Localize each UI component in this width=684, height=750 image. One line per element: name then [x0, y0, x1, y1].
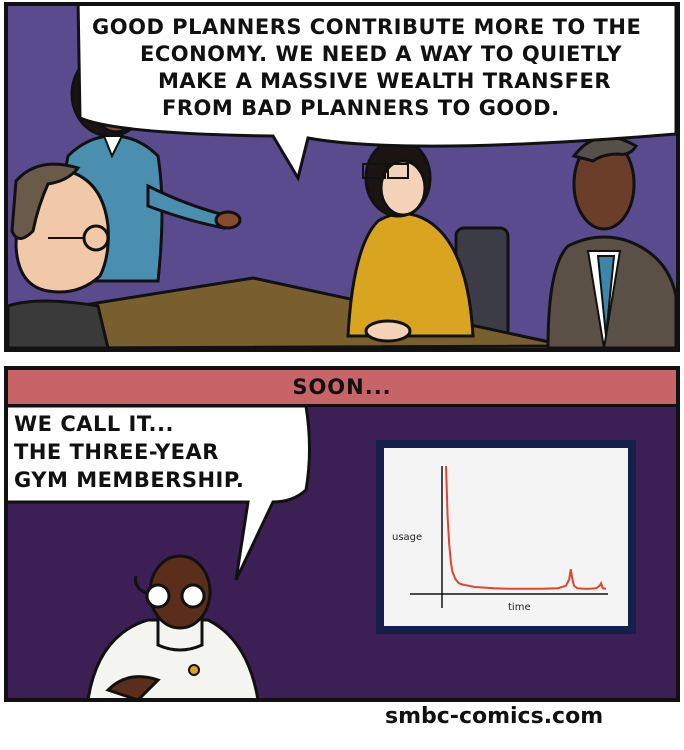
usage-chart-frame — [376, 440, 636, 634]
woman-in-yellow-sweater — [346, 138, 475, 343]
man-in-dark-suit — [546, 135, 676, 348]
speech-line: GOOD PLANNERS CONTRIBUTE MORE TO THE — [92, 15, 642, 39]
y-axis-label: usage — [392, 532, 422, 543]
speech-line: MAKE A MASSIVE WEALTH TRANSFER — [158, 69, 612, 93]
panel-1-speech-text: GOOD PLANNERS CONTRIBUTE MORE TO THE ECO… — [92, 14, 672, 122]
panel-2-speech-text: WE CALL IT... THE THREE-YEAR GYM MEMBERS… — [14, 410, 304, 494]
usage-series-line — [445, 465, 607, 590]
speech-line: ECONOMY. WE NEED A WAY TO QUIETLY — [140, 42, 623, 66]
speech-line: GYM MEMBERSHIP. — [14, 468, 245, 492]
caption-text: SOON... — [292, 375, 392, 399]
x-axis-label: time — [508, 602, 531, 613]
speech-line: WE CALL IT... — [14, 412, 174, 436]
scientist-with-goggles — [86, 554, 260, 698]
speech-line: THE THREE-YEAR — [14, 440, 219, 464]
speech-line: FROM BAD PLANNERS TO GOOD. — [162, 96, 560, 120]
panel-2: usage time SOON... WE CALL IT... THE THR… — [4, 366, 680, 702]
site-signature: smbc-comics.com — [385, 704, 604, 729]
panel-1: GOOD PLANNERS CONTRIBUTE MORE TO THE ECO… — [4, 2, 680, 352]
caption-bar: SOON... — [8, 370, 676, 407]
man-with-glasses — [8, 162, 110, 348]
panel-2-scene: usage time — [8, 370, 676, 698]
usage-chart: usage time — [392, 465, 608, 613]
panel-1-scene — [8, 6, 676, 348]
panel-1-speech-bubble-shape — [76, 6, 676, 182]
panel-2-speech-bubble-shape — [8, 404, 311, 581]
